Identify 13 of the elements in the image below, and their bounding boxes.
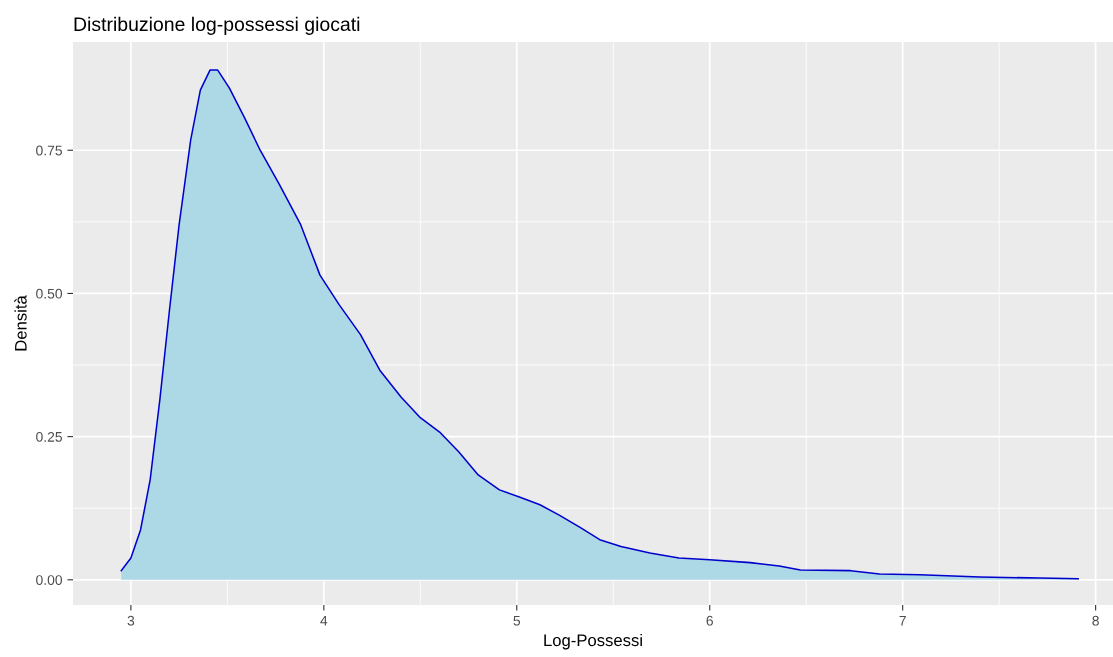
chart-title: Distribuzione log-possessi giocati <box>74 16 360 35</box>
x-tick-label: 8 <box>1092 615 1099 626</box>
x-tick-label: 6 <box>706 615 713 626</box>
y-tick-label: 0.25 <box>36 431 62 442</box>
x-tick-label: 3 <box>127 615 135 626</box>
x-tick-label: 5 <box>513 615 521 626</box>
y-axis-title: Densità <box>14 295 27 351</box>
x-tick-label: 4 <box>320 615 328 626</box>
y-tick-label: 0.50 <box>36 288 63 299</box>
x-axis-title: Log-Possessi <box>544 633 642 650</box>
y-tick-label: 0.00 <box>36 575 63 585</box>
y-tick-label: 0.75 <box>36 145 62 156</box>
x-tick-label: 7 <box>899 615 906 626</box>
